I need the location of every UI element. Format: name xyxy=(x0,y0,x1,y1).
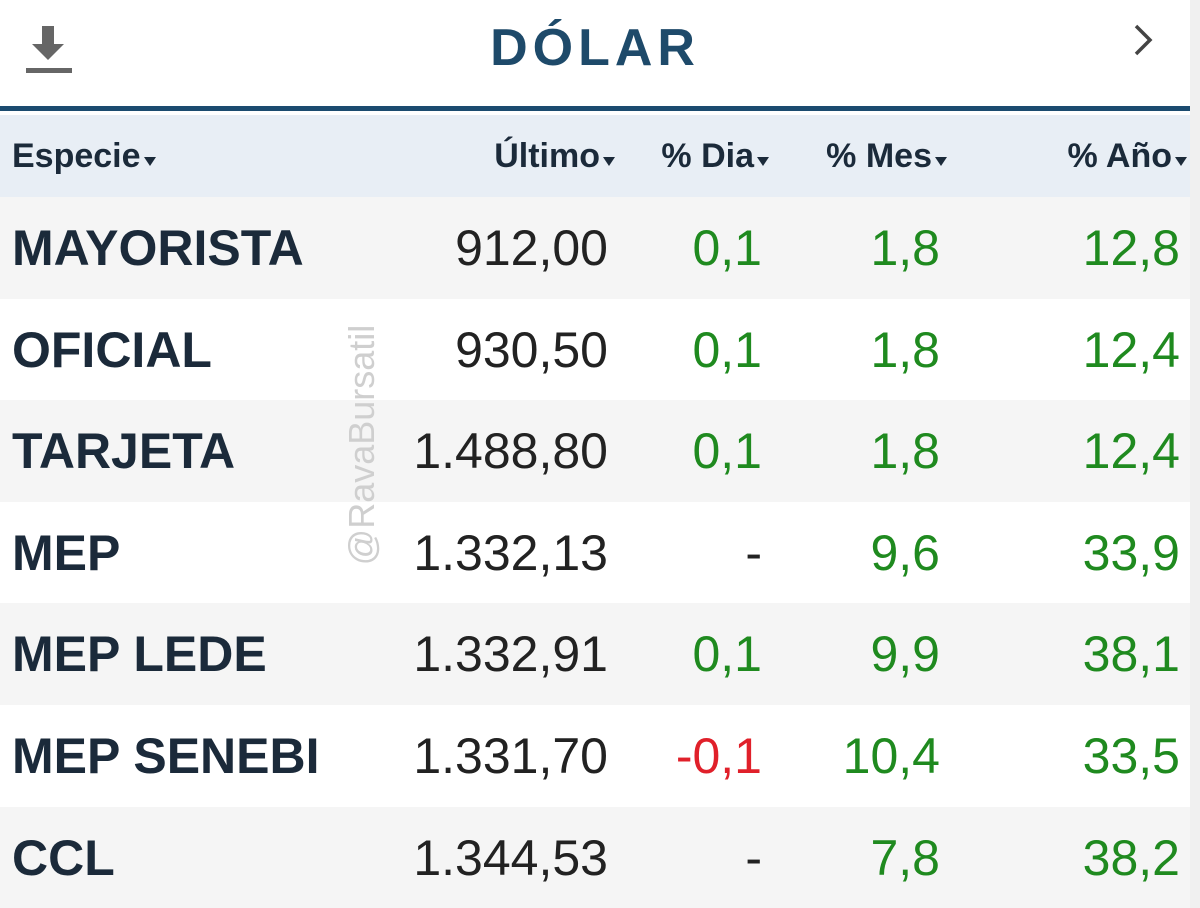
value-cell: 1.488,80 xyxy=(413,423,608,480)
value-cell: 38,2 xyxy=(1082,829,1180,886)
column-header[interactable]: Último xyxy=(494,137,616,176)
sort-arrow xyxy=(757,156,769,166)
column-label: % Dia xyxy=(661,137,754,175)
next-icon[interactable] xyxy=(1128,22,1158,58)
value-cell: 10,4 xyxy=(842,728,940,784)
value-cell: 1,8 xyxy=(870,321,940,378)
species-name: TARJETA xyxy=(12,423,236,480)
value-cell: 7,8 xyxy=(870,829,940,886)
sort-arrow xyxy=(935,156,947,166)
value-cell: 912,00 xyxy=(455,220,608,276)
column-label: Último xyxy=(494,137,600,175)
value-cell: - xyxy=(745,829,762,886)
table-row[interactable]: OFICIAL 930,50 0,1 1,8 12,4 xyxy=(0,298,1190,401)
value-cell: 38,1 xyxy=(1082,626,1180,683)
value-cell: 12,4 xyxy=(1082,423,1180,480)
column-label: % Año xyxy=(1067,137,1172,175)
value-cell: 1,8 xyxy=(870,220,940,276)
sort-arrow xyxy=(143,156,156,166)
sort-arrow xyxy=(603,156,615,166)
column-header[interactable]: % Dia xyxy=(661,137,770,176)
value-cell: 12,4 xyxy=(1082,321,1180,378)
value-cell: 0,1 xyxy=(692,220,762,276)
table-row[interactable]: MEP 1.332,13 - 9,6 33,9 xyxy=(0,501,1190,604)
value-cell: 0,1 xyxy=(692,626,762,683)
column-label: % Mes xyxy=(826,137,932,175)
value-cell: - xyxy=(745,524,762,581)
value-cell: 1.331,70 xyxy=(413,728,608,784)
value-cell: 1.332,13 xyxy=(413,524,608,581)
table-row[interactable]: MEP SENEBI 1.331,70 -0,1 10,4 33,5 xyxy=(0,705,1190,807)
header-rule xyxy=(0,106,1190,111)
value-cell: 9,9 xyxy=(870,626,940,683)
species-name: OFICIAL xyxy=(12,321,212,378)
value-cell: 12,8 xyxy=(1082,220,1180,276)
sort-arrow xyxy=(1175,156,1187,166)
title: DÓLAR xyxy=(490,19,700,77)
value-cell: 1.344,53 xyxy=(413,829,608,886)
table-row[interactable]: CCL 1.344,53 - 7,8 38,2 xyxy=(0,806,1190,908)
column-header[interactable]: % Año xyxy=(1067,137,1188,176)
species-name: MEP LEDE xyxy=(12,626,267,683)
value-cell: -0,1 xyxy=(675,728,762,784)
value-cell: 0,1 xyxy=(692,321,762,378)
column-header[interactable]: % Mes xyxy=(826,137,948,176)
species-name: MAYORISTA xyxy=(12,220,304,276)
value-cell: 1.332,91 xyxy=(413,626,608,683)
value-cell: 33,5 xyxy=(1082,728,1180,784)
column-label: Especie xyxy=(12,137,141,175)
download-icon[interactable] xyxy=(22,22,76,76)
value-cell: 0,1 xyxy=(692,423,762,480)
value-cell: 1,8 xyxy=(870,423,940,480)
table-row[interactable]: MAYORISTA 912,00 0,1 1,8 12,8 xyxy=(0,197,1190,299)
watermark: @RavaBursatil xyxy=(341,324,382,566)
table-row[interactable]: TARJETA 1.488,80 0,1 1,8 12,4 xyxy=(0,400,1190,502)
species-name: CCL xyxy=(12,829,115,886)
value-cell: 9,6 xyxy=(870,524,940,581)
species-name: MEP xyxy=(12,524,121,581)
value-cell: 33,9 xyxy=(1082,524,1180,581)
species-name: MEP SENEBI xyxy=(12,728,320,784)
value-cell: 930,50 xyxy=(455,321,608,378)
column-header[interactable]: Especie xyxy=(12,137,157,176)
scrollbar xyxy=(1190,0,1200,908)
table-row[interactable]: MEP LEDE 1.332,91 0,1 9,9 38,1 xyxy=(0,603,1190,705)
column-header-row: Especie Último % Dia % Mes % Año xyxy=(0,115,1190,197)
